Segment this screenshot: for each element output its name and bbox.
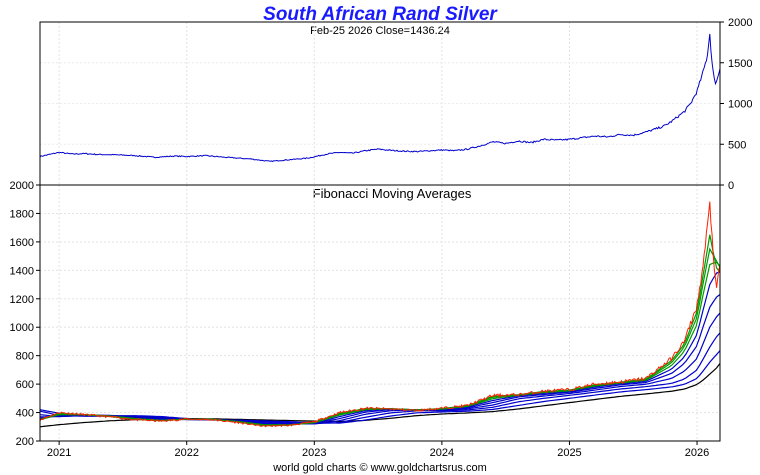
lower-y-tick-label: 1000 <box>10 322 34 334</box>
chart-subtitle: Feb-25 2026 Close=1436.24 <box>310 25 450 37</box>
lower-panel-title: Fibonacci Moving Averages <box>313 186 472 201</box>
lower-y-tick-label: 1400 <box>10 265 34 277</box>
lower-y-tick-label: 1800 <box>10 208 34 220</box>
series-line-ma-233 <box>39 350 721 424</box>
x-tick-label: 2024 <box>430 447 454 459</box>
upper-y-tick-label: 1000 <box>728 99 752 111</box>
series-line-ma-55 <box>40 294 721 425</box>
lower-panel-frame <box>39 184 721 442</box>
chart-title: South African Rand Silver <box>263 4 498 25</box>
x-tick-label: 2022 <box>174 447 198 459</box>
axes: 2021 2022 2023 2024 2025 2026 0 500 1000 1500 2000… <box>10 17 753 459</box>
x-tick-label: 2023 <box>302 447 326 459</box>
lower-y-tick-label: 2000 <box>10 180 34 192</box>
upper-y-tick-label: 500 <box>728 139 746 151</box>
lower-panel-series <box>39 201 721 428</box>
x-tick-label: 2026 <box>685 447 709 459</box>
x-tick-label: 2021 <box>47 447 71 459</box>
lower-y-tick-label: 800 <box>16 351 34 363</box>
lower-y-tick-label: 1600 <box>10 237 34 249</box>
upper-panel-series <box>39 33 721 163</box>
upper-price-line <box>39 33 721 163</box>
lower-y-tick-label: 1200 <box>10 294 34 306</box>
series-line-price <box>39 201 721 428</box>
upper-y-tick-label: 0 <box>728 180 734 192</box>
lower-y-tick-label: 400 <box>16 408 34 420</box>
series-line-ma-144 <box>39 332 721 425</box>
footer-credit: world gold charts © www.goldchartsrus.co… <box>272 462 487 474</box>
upper-y-tick-label: 1500 <box>728 58 752 70</box>
lower-y-tick-label: 600 <box>16 379 34 391</box>
lower-y-tick-label: 200 <box>16 436 34 448</box>
upper-y-tick-label: 2000 <box>728 17 752 29</box>
x-tick-label: 2025 <box>557 447 581 459</box>
series-line-ma-89 <box>39 312 721 425</box>
